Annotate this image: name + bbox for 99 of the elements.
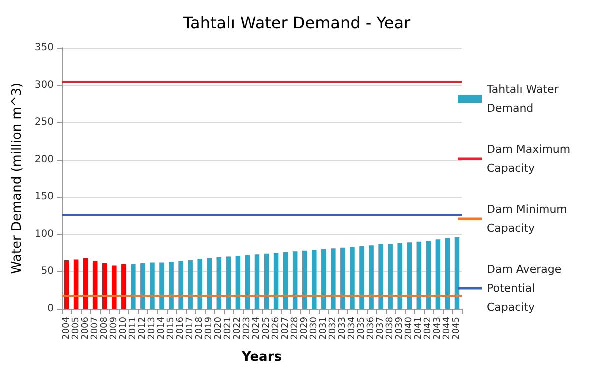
bar <box>102 264 108 309</box>
bar <box>407 242 412 309</box>
bar <box>226 256 232 309</box>
bar <box>283 252 288 309</box>
x-tick-label: 2027 <box>280 317 291 340</box>
bar <box>398 243 402 309</box>
x-tick-label: 2031 <box>318 317 329 340</box>
bar <box>369 246 374 309</box>
x-tick-label: 2022 <box>233 317 244 340</box>
x-tick-label: 2006 <box>80 316 91 340</box>
bar <box>360 246 364 309</box>
x-tick-label: 2015 <box>166 317 177 340</box>
bar <box>445 238 450 309</box>
bar <box>254 254 260 309</box>
bar <box>236 256 241 309</box>
bar <box>245 255 250 309</box>
x-tick-label: 2030 <box>309 316 320 340</box>
bar <box>169 262 174 309</box>
x-tick-label: 2039 <box>395 316 406 340</box>
y-tick-label: 150 <box>34 192 54 203</box>
x-tick-label: 2029 <box>300 316 310 340</box>
x-tick-label: 2038 <box>386 316 396 340</box>
x-tick-label: 2017 <box>186 317 196 340</box>
bar <box>350 247 355 309</box>
bar <box>140 264 146 309</box>
x-tick-label: 2028 <box>290 316 300 340</box>
y-tick-label: 250 <box>34 117 54 128</box>
x-tick-label: 2009 <box>109 316 120 340</box>
x-tick-label: 2043 <box>433 317 444 340</box>
bar <box>122 264 126 309</box>
x-axis-title: Years <box>241 350 282 365</box>
bar <box>322 249 326 309</box>
x-tick-label: 2036 <box>366 316 377 340</box>
bar <box>92 261 98 309</box>
y-tick-label: 100 <box>34 228 54 240</box>
bar <box>216 258 222 309</box>
bar <box>302 250 308 309</box>
bar <box>64 260 70 309</box>
x-tick-label: 2004 <box>62 316 72 340</box>
x-tick-label: 2035 <box>357 317 367 340</box>
x-tick-label: 2023 <box>242 317 253 340</box>
bar <box>198 259 202 309</box>
x-tick-label: 2025 <box>262 317 272 340</box>
bar <box>112 266 117 309</box>
bar <box>264 254 270 309</box>
bar <box>340 248 346 309</box>
bar <box>188 260 193 309</box>
y-axis-title: Water Demand (million m^3) <box>10 82 25 274</box>
x-tick-label: 2032 <box>328 317 338 340</box>
x-tick-label: 2020 <box>214 316 224 340</box>
x-tick-label: 2008 <box>100 316 110 340</box>
x-tick-label: 2041 <box>414 317 424 340</box>
x-tick-label: 2007 <box>90 317 100 340</box>
x-tick-label: 2014 <box>157 316 167 340</box>
bar <box>292 252 298 309</box>
x-tick-label: 2034 <box>347 316 358 340</box>
x-tick-label: 2040 <box>404 316 415 340</box>
bar <box>436 240 441 309</box>
x-tick-label: 2010 <box>118 316 129 340</box>
x-tick-label: 2013 <box>147 317 158 340</box>
x-tick-label: 2042 <box>424 317 434 340</box>
x-tick-label: 2045 <box>452 317 462 340</box>
bar <box>150 262 155 309</box>
bar <box>388 244 393 309</box>
x-tick-label: 2011 <box>128 317 138 340</box>
x-tick-label: 2012 <box>138 317 148 340</box>
bar <box>178 261 184 309</box>
bar <box>331 248 336 309</box>
legend-label: Dam Maximum Capacity <box>487 143 574 175</box>
x-tick-label: 2019 <box>204 316 215 340</box>
x-tick-label: 2033 <box>338 317 348 340</box>
x-tick-label: 2021 <box>224 317 234 340</box>
legend-label: Dam Average Potential Capacity <box>487 263 566 314</box>
chart-title: Tahtalı Water Demand - Year <box>182 14 412 32</box>
bar <box>207 258 212 309</box>
x-tick-label: 2037 <box>376 317 386 340</box>
bar <box>274 253 279 309</box>
y-tick-label: 200 <box>34 154 54 166</box>
x-tick-label: 2044 <box>442 316 453 340</box>
bar <box>416 242 422 309</box>
bar <box>312 250 317 309</box>
x-tick-label: 2024 <box>252 316 262 340</box>
y-tick-label: 350 <box>34 42 54 54</box>
x-tick-label: 2026 <box>271 316 282 340</box>
x-tick-label: 2016 <box>176 316 186 340</box>
legend-label: Tahtalı Water Demand <box>486 83 562 115</box>
x-tick-label: 2018 <box>195 316 206 340</box>
bar <box>83 258 88 309</box>
bar <box>426 241 432 309</box>
y-tick-label: 0 <box>48 304 54 314</box>
y-tick-label: 300 <box>34 80 54 91</box>
y-tick-label: 50 <box>41 266 54 278</box>
bar <box>131 264 136 309</box>
bar <box>454 237 460 309</box>
bar <box>378 244 384 309</box>
legend-label: Dam Minimum Capacity <box>487 203 571 235</box>
bar <box>74 260 79 309</box>
bar <box>160 262 164 309</box>
x-tick-label: 2005 <box>71 317 82 340</box>
